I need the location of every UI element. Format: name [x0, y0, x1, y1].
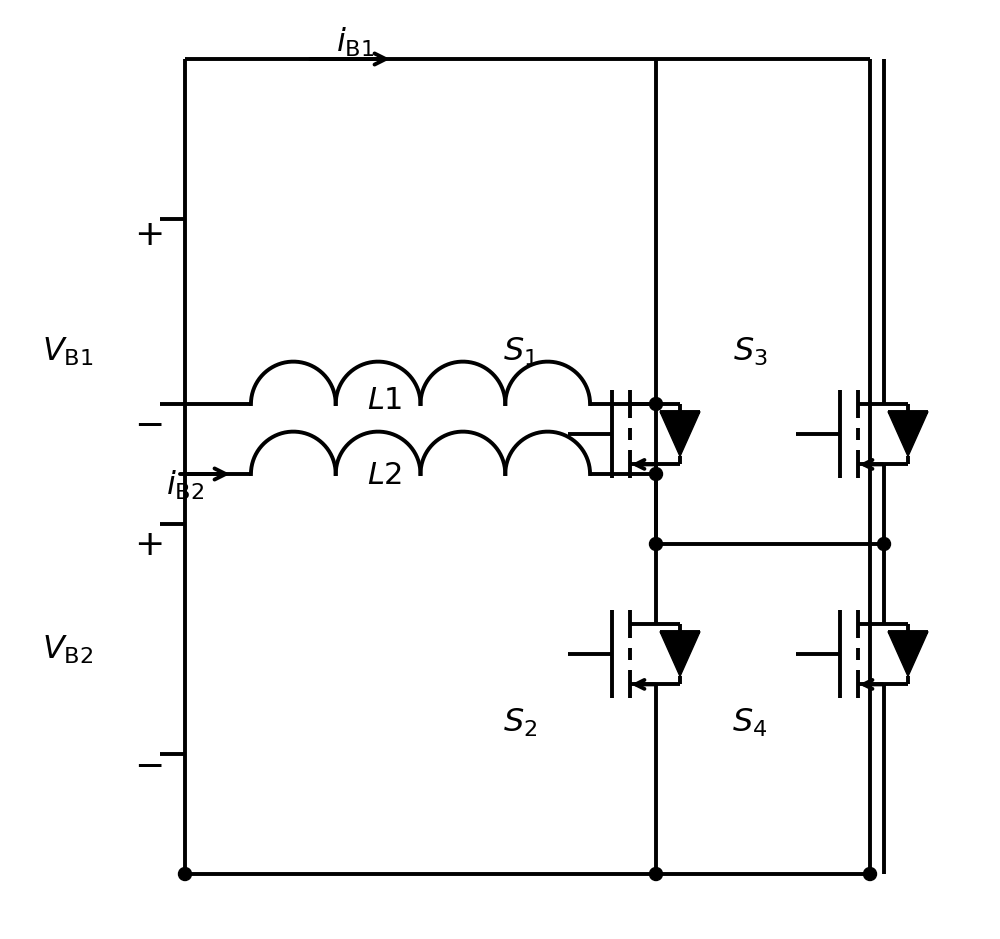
Text: $+$: $+$	[134, 528, 162, 562]
Text: $-$: $-$	[134, 408, 162, 441]
Polygon shape	[888, 632, 928, 676]
Polygon shape	[888, 411, 928, 456]
Circle shape	[650, 537, 662, 550]
Circle shape	[864, 868, 876, 881]
Circle shape	[650, 868, 662, 881]
Polygon shape	[660, 411, 700, 456]
Text: $+$: $+$	[134, 218, 162, 252]
Polygon shape	[660, 632, 700, 676]
Text: $S_4$: $S_4$	[732, 707, 768, 739]
Text: $V_{\mathrm{B2}}$: $V_{\mathrm{B2}}$	[42, 634, 94, 666]
Text: $S_3$: $S_3$	[733, 336, 767, 368]
Text: $-$: $-$	[134, 748, 162, 782]
Text: $V_{\mathrm{B1}}$: $V_{\mathrm{B1}}$	[42, 336, 94, 368]
Text: $L1$: $L1$	[367, 385, 403, 417]
Circle shape	[178, 868, 192, 881]
Circle shape	[878, 537, 891, 550]
Text: $i_{\mathrm{B2}}$: $i_{\mathrm{B2}}$	[166, 469, 204, 502]
Text: $i_{\mathrm{B1}}$: $i_{\mathrm{B1}}$	[336, 25, 374, 59]
Circle shape	[650, 397, 662, 410]
Text: $S_1$: $S_1$	[503, 336, 537, 368]
Text: $L2$: $L2$	[367, 459, 403, 491]
Text: $S_2$: $S_2$	[503, 707, 537, 739]
Circle shape	[650, 468, 662, 481]
